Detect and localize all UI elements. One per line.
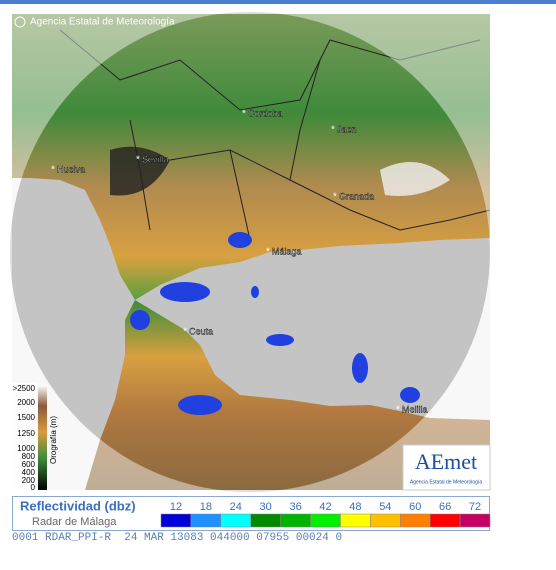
- city-label: Cordoba: [248, 108, 283, 118]
- city-marker: *: [51, 165, 55, 176]
- legend-levels: 12 18 24 30 36 42 48 54 60 66 72: [160, 501, 491, 528]
- legend-swatch: [220, 513, 251, 528]
- sierra-nevada: [380, 162, 450, 196]
- echo: [251, 286, 259, 298]
- legend-swatch: [160, 513, 192, 528]
- legend-level: 12: [170, 501, 182, 513]
- city-label: Sevilla: [142, 154, 169, 164]
- cities: * Cordoba* Jaen* Sevilla* Huelva* Granada* Mál…: [51, 108, 428, 415]
- outside-coverage-veil: [10, 12, 490, 492]
- city-marker: *: [242, 109, 246, 120]
- city-marker: *: [396, 405, 400, 416]
- orography-title: Orografía (m): [49, 416, 58, 464]
- echo: [352, 353, 368, 383]
- city-label: Huelva: [57, 164, 85, 174]
- city-label: Málaga: [272, 246, 302, 256]
- city-marker: *: [333, 192, 337, 203]
- legend-swatch: [370, 513, 401, 528]
- echo: [178, 395, 222, 415]
- city-label: Jaen: [337, 124, 357, 134]
- orography-tick-label: 800: [22, 452, 36, 461]
- legend-swatch: [250, 513, 281, 528]
- copyright: Agencia Estatal de Meteorología: [30, 17, 175, 28]
- logo-subtitle: Agencia Estatal de Meteorología: [410, 479, 482, 485]
- radar-echoes: [130, 232, 420, 415]
- footer: 0001 RDAR_PPI-R 24 MAR 13083 044000 0795…: [12, 532, 342, 544]
- copyright-symbol: [14, 16, 26, 28]
- orography-tick-label: 0: [31, 483, 36, 492]
- legend-level: 24: [230, 501, 242, 513]
- echo: [400, 387, 420, 403]
- legend-level: 60: [409, 501, 421, 513]
- legend-swatch: [340, 513, 371, 528]
- legend-level: 36: [289, 501, 301, 513]
- orography-tick-label: 200: [22, 476, 36, 485]
- orography-tick-label: 600: [22, 460, 36, 469]
- orography-scale: [38, 385, 47, 490]
- legend-swatch: [310, 513, 341, 528]
- legend-level: 72: [469, 501, 481, 513]
- city-marker: *: [266, 247, 270, 258]
- borders: [59, 29, 491, 241]
- logo-name: AEmet: [415, 449, 477, 474]
- echo: [228, 232, 252, 248]
- border: [129, 119, 151, 231]
- legend-swatch: [190, 513, 222, 528]
- legend-level: 42: [319, 501, 331, 513]
- echo: [266, 334, 294, 346]
- orography-tick-label: 2000: [17, 398, 35, 407]
- legend-swatch: [459, 513, 491, 528]
- city-marker: *: [183, 327, 187, 338]
- legend-title: Reflectividad (dbz): [20, 498, 136, 513]
- orography-tick-label: 1500: [17, 413, 35, 422]
- echo: [130, 310, 150, 330]
- orography-tick-label: 400: [22, 468, 36, 477]
- legend-swatch: [400, 513, 431, 528]
- legend-swatch: [280, 513, 311, 528]
- legend-swatch: [429, 513, 461, 528]
- land-spain: [12, 14, 490, 300]
- top-bar: [0, 0, 556, 4]
- legend-level: 48: [349, 501, 361, 513]
- echo: [160, 282, 210, 302]
- orography-tick-label: 1250: [17, 429, 35, 438]
- city-label: Granada: [339, 191, 374, 201]
- legend-level: 54: [379, 501, 391, 513]
- logo-box: [402, 444, 491, 491]
- orography-label-bg: [12, 383, 37, 490]
- legend-level: 18: [200, 501, 212, 513]
- orography-tick-label: 1000: [17, 444, 35, 453]
- city-label: Ceuta: [189, 326, 213, 336]
- legend-level: 66: [439, 501, 451, 513]
- city-label: Melilla: [402, 404, 428, 414]
- border: [59, 29, 481, 111]
- border: [229, 149, 251, 241]
- legend-level: 30: [260, 501, 272, 513]
- legend-subtitle: Radar de Málaga: [32, 516, 117, 528]
- city-marker: *: [331, 125, 335, 136]
- land-morocco: [85, 300, 490, 490]
- city-marker: *: [136, 155, 140, 166]
- border: [289, 59, 321, 181]
- orography-tick-label: >2500: [13, 384, 36, 393]
